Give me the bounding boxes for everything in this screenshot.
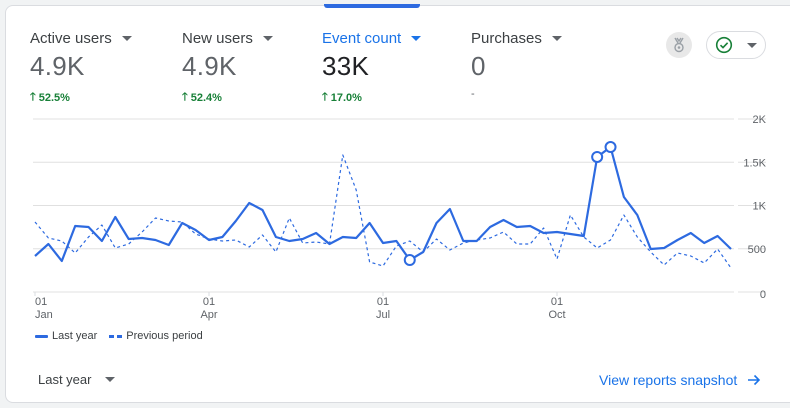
view-reports-snapshot-link[interactable]: View reports snapshot xyxy=(599,372,761,388)
arrow-up-icon: 🡑 xyxy=(322,91,328,103)
legend-last-year: Last year xyxy=(52,330,98,342)
arrow-up-icon: 🡑 xyxy=(182,91,188,103)
anomaly-marker[interactable] xyxy=(403,253,416,266)
date-range-label: Last year xyxy=(38,372,92,387)
chart-grid xyxy=(33,118,766,293)
arrow-right-icon xyxy=(748,374,761,386)
series-line-last-year xyxy=(34,145,732,263)
medal-icon xyxy=(674,37,684,53)
metric-value: 33K xyxy=(322,51,370,81)
solid-line-swatch xyxy=(35,334,48,338)
x-tick-day: 01 xyxy=(35,296,47,308)
y-tick-label: 500 xyxy=(748,244,766,256)
metric-purchases[interactable]: Purchases 0 - xyxy=(471,30,562,100)
date-range-select[interactable]: Last year xyxy=(38,372,116,387)
metric-label: Event count xyxy=(322,30,402,47)
metric-label: New users xyxy=(182,30,253,47)
anomaly-marker[interactable] xyxy=(591,150,604,163)
series-line-previous-period xyxy=(34,154,732,269)
x-tick-month: Jul xyxy=(376,309,390,321)
x-tick-month: Jan xyxy=(35,309,53,321)
metric-change: 52.4% xyxy=(190,91,222,104)
chart-series xyxy=(34,145,732,269)
anomaly-marker[interactable] xyxy=(604,141,617,154)
x-tick-day: 01 xyxy=(377,296,389,308)
x-tick-day: 01 xyxy=(203,296,215,308)
metric-value: 0 xyxy=(471,51,486,81)
chart-legend: Last year Previous period xyxy=(35,330,203,342)
caret-down-icon xyxy=(747,42,757,48)
dashed-line-swatch xyxy=(109,334,123,338)
metric-active-users[interactable]: Active users 4.9K 🡑 52.5% xyxy=(30,30,132,107)
caret-down-icon xyxy=(551,36,562,41)
y-tick-label: 2K xyxy=(753,114,767,126)
x-tick-month: Oct xyxy=(548,309,565,321)
y-axis: 0 500 1K 1.5K 2K xyxy=(743,114,766,301)
metric-change: 52.5% xyxy=(38,91,70,104)
metric-change: 17.0% xyxy=(330,91,362,104)
x-tick-day: 01 xyxy=(551,296,563,308)
y-tick-label: 0 xyxy=(760,289,766,301)
metric-change: - xyxy=(471,88,475,100)
view-reports-label: View reports snapshot xyxy=(599,372,738,388)
active-tab-indicator xyxy=(324,4,420,8)
y-tick-label: 1.5K xyxy=(743,157,766,169)
check-circle-icon xyxy=(715,36,733,54)
x-tick-month: Apr xyxy=(200,309,217,321)
insights-badge-button[interactable] xyxy=(666,32,692,58)
caret-down-icon xyxy=(411,36,422,41)
overview-card xyxy=(5,5,790,403)
metric-value: 4.9K xyxy=(30,51,85,81)
metric-new-users[interactable]: New users 4.9K 🡑 52.4% xyxy=(182,30,273,107)
caret-down-icon xyxy=(262,36,273,41)
caret-down-icon xyxy=(121,36,132,41)
metric-event-count[interactable]: Event count 33K 🡑 17.0% xyxy=(322,30,422,107)
y-tick-label: 1K xyxy=(753,201,767,213)
metric-value: 4.9K xyxy=(182,51,237,81)
anomaly-markers xyxy=(403,141,617,266)
metric-label: Active users xyxy=(30,30,112,47)
metric-label: Purchases xyxy=(471,30,542,47)
legend-previous-period: Previous period xyxy=(126,330,203,342)
status-dropdown-button[interactable] xyxy=(706,31,766,59)
caret-down-icon xyxy=(105,377,116,382)
arrow-up-icon: 🡑 xyxy=(30,91,36,103)
